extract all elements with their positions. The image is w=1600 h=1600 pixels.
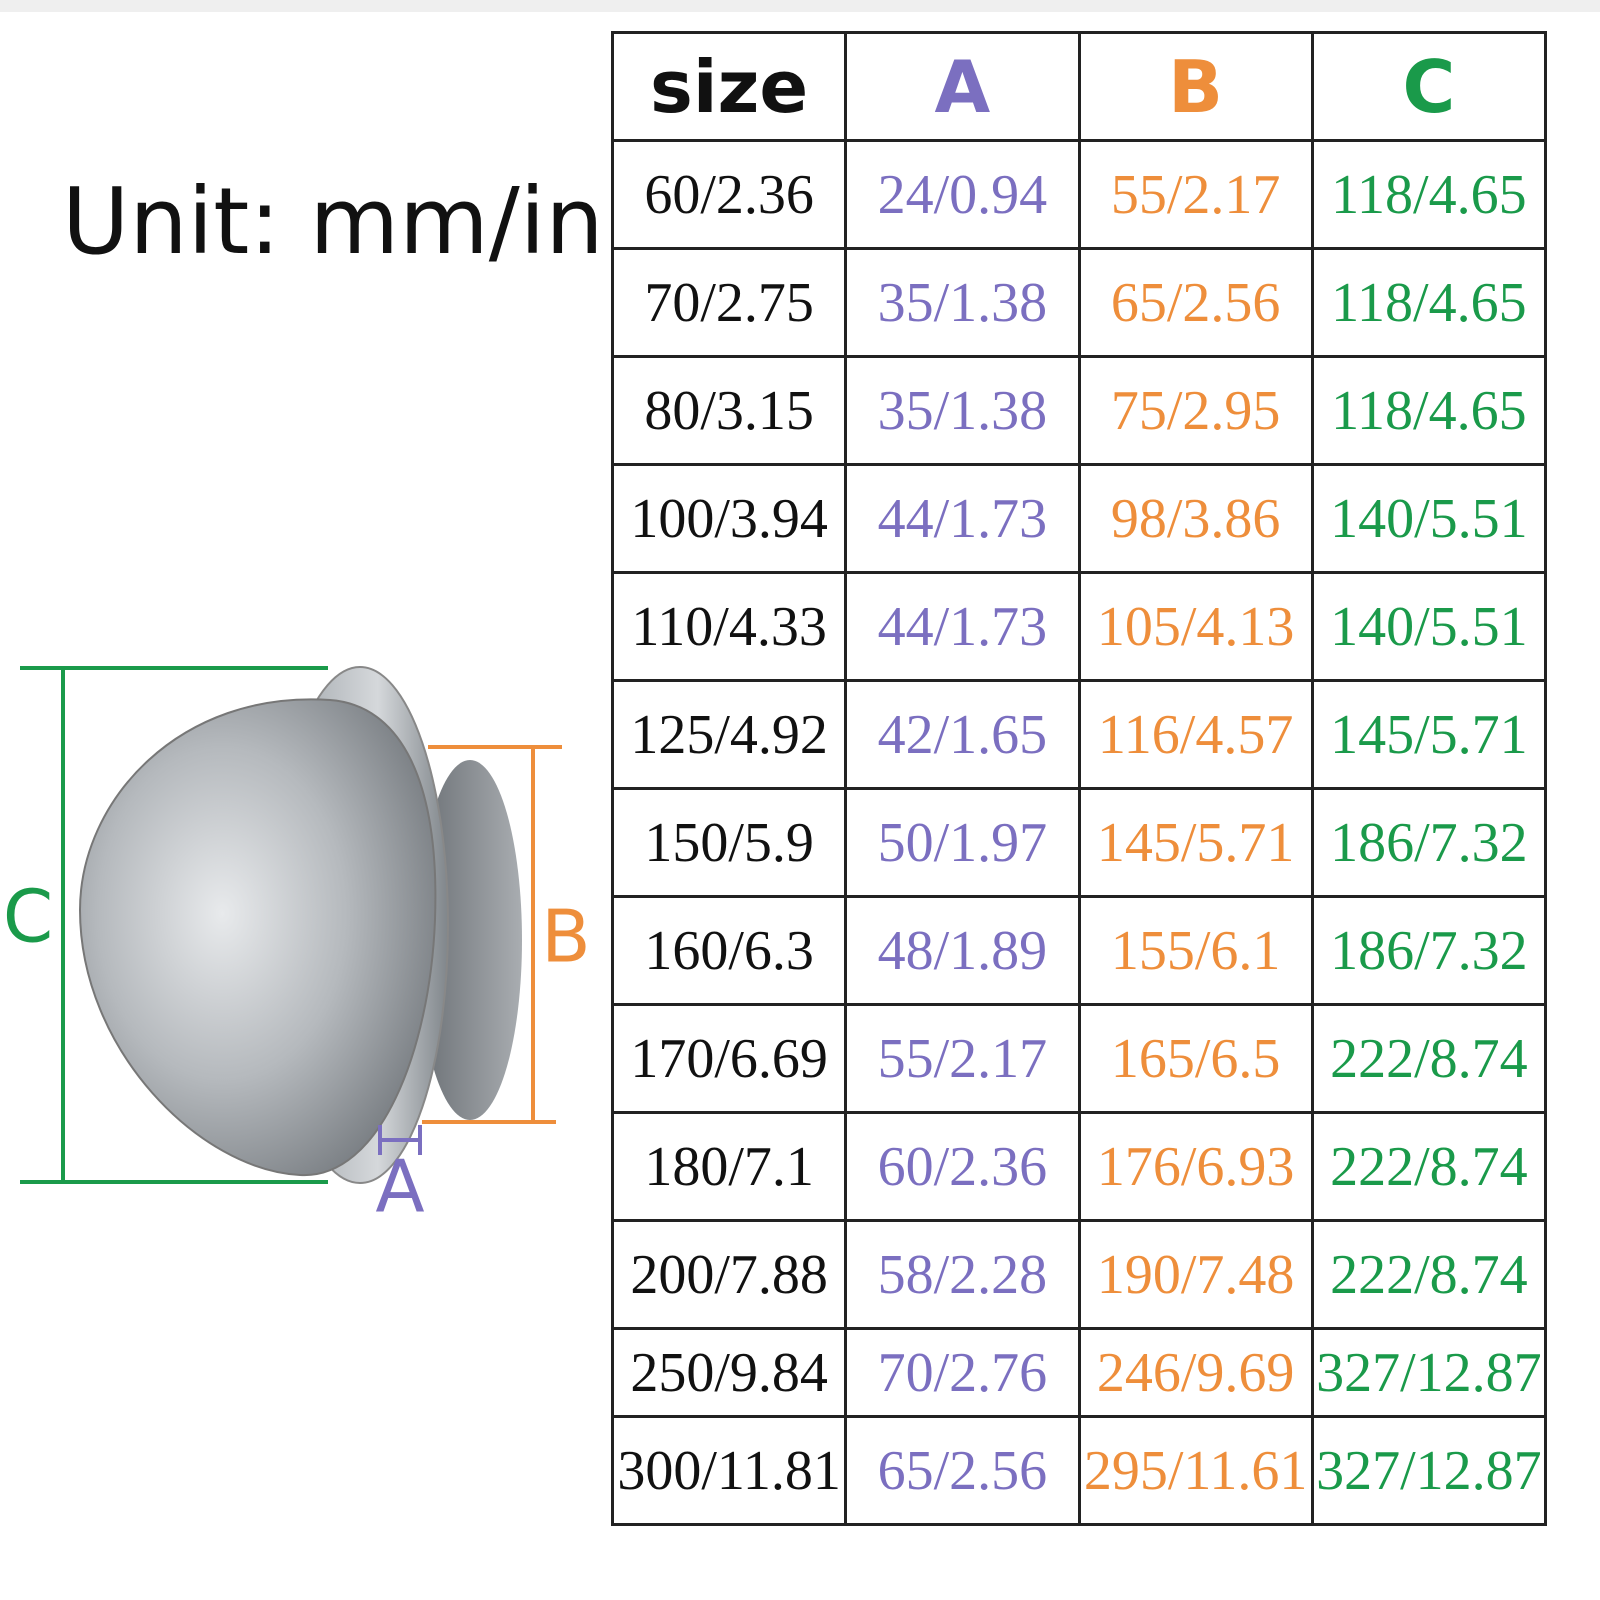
table-cell: 300/11.81 (610, 1415, 848, 1526)
table-cell: 44/1.73 (844, 463, 1081, 574)
dimension-label-c: C (3, 875, 53, 959)
table-row: 150/5.9 50/1.97 145/5.71 186/7.32 (610, 787, 1548, 898)
table-cell: 98/3.86 (1077, 463, 1314, 574)
dimension-a (378, 1125, 422, 1155)
dimension-c (20, 666, 328, 1184)
header-cell: size (610, 31, 848, 142)
table-row: 170/6.69 55/2.17 165/6.5 222/8.74 (610, 1003, 1548, 1114)
table-cell: 327/12.87 (1310, 1415, 1548, 1526)
table-cell: 75/2.95 (1077, 355, 1314, 466)
table-cell: 118/4.65 (1310, 355, 1548, 466)
table-cell: 200/7.88 (610, 1219, 848, 1330)
dimension-label-b: B (541, 895, 590, 979)
table-row: 200/7.88 58/2.28 190/7.48 222/8.74 (610, 1219, 1548, 1330)
table-row: 250/9.84 70/2.76 246/9.69 327/12.87 (610, 1327, 1548, 1418)
table-cell: 140/5.51 (1310, 463, 1548, 574)
table-cell: 327/12.87 (1310, 1327, 1548, 1418)
table-row: 160/6.3 48/1.89 155/6.1 186/7.32 (610, 895, 1548, 1006)
table-cell: 222/8.74 (1310, 1003, 1548, 1114)
table-row: 80/3.15 35/1.38 75/2.95 118/4.65 (610, 355, 1548, 466)
table-cell: 70/2.75 (610, 247, 848, 358)
header-cell: A (844, 31, 1081, 142)
table-cell: 65/2.56 (1077, 247, 1314, 358)
table-cell: 58/2.28 (844, 1219, 1081, 1330)
table-cell: 125/4.92 (610, 679, 848, 790)
table-cell: 176/6.93 (1077, 1111, 1314, 1222)
table-cell: 186/7.32 (1310, 787, 1548, 898)
table-cell: 105/4.13 (1077, 571, 1314, 682)
table-row: 110/4.33 44/1.73 105/4.13 140/5.51 (610, 571, 1548, 682)
header-cell: C (1310, 31, 1548, 142)
table-cell: 170/6.69 (610, 1003, 848, 1114)
table-cell: 100/3.94 (610, 463, 848, 574)
table-cell: 35/1.38 (844, 355, 1081, 466)
vent-cap (78, 666, 522, 1184)
table-cell: 155/6.1 (1077, 895, 1314, 1006)
table-cell: 116/4.57 (1077, 679, 1314, 790)
table-cell: 55/2.17 (1077, 139, 1314, 250)
table-cell: 295/11.61 (1077, 1415, 1314, 1526)
table-cell: 42/1.65 (844, 679, 1081, 790)
dimension-label-a: A (375, 1145, 424, 1229)
table-cell: 60/2.36 (610, 139, 848, 250)
top-bar (0, 0, 1600, 12)
table-cell: 145/5.71 (1310, 679, 1548, 790)
table-cell: 118/4.65 (1310, 139, 1548, 250)
table-cell: 60/2.36 (844, 1111, 1081, 1222)
table-cell: 35/1.38 (844, 247, 1081, 358)
table-cell: 160/6.3 (610, 895, 848, 1006)
table-cell: 165/6.5 (1077, 1003, 1314, 1114)
table-cell: 70/2.76 (844, 1327, 1081, 1418)
product-diagram: C B A (3, 666, 591, 1229)
table-cell: 80/3.15 (610, 355, 848, 466)
table-cell: 24/0.94 (844, 139, 1081, 250)
table-cell: 246/9.69 (1077, 1327, 1314, 1418)
table-cell: 186/7.32 (1310, 895, 1548, 1006)
table-cell: 222/8.74 (1310, 1111, 1548, 1222)
unit-label: Unit: mm/in (62, 168, 604, 275)
table-row: 125/4.92 42/1.65 116/4.57 145/5.71 (610, 679, 1548, 790)
table-cell: 150/5.9 (610, 787, 848, 898)
table-cell: 48/1.89 (844, 895, 1081, 1006)
table-cell: 50/1.97 (844, 787, 1081, 898)
table-cell: 65/2.56 (844, 1415, 1081, 1526)
table-cell: 140/5.51 (1310, 571, 1548, 682)
table-cell: 145/5.71 (1077, 787, 1314, 898)
table-cell: 180/7.1 (610, 1111, 848, 1222)
table-cell: 55/2.17 (844, 1003, 1081, 1114)
table-row: 70/2.75 35/1.38 65/2.56 118/4.65 (610, 247, 1548, 358)
table-row: 60/2.36 24/0.94 55/2.17 118/4.65 (610, 139, 1548, 250)
dimension-b (422, 745, 562, 1124)
table-cell: 118/4.65 (1310, 247, 1548, 358)
table-cell: 110/4.33 (610, 571, 848, 682)
table-cell: 190/7.48 (1077, 1219, 1314, 1330)
table-cell: 44/1.73 (844, 571, 1081, 682)
table-cell: 250/9.84 (610, 1327, 848, 1418)
header-row: size A B C (610, 31, 1548, 142)
size-table: size A B C 60/2.36 24/0.94 55/2.17 118/4.65 70/… (610, 31, 1548, 1526)
table-row: 300/11.81 65/2.56 295/11.61 327/12.87 (610, 1415, 1548, 1526)
header-cell: B (1077, 31, 1314, 142)
table-row: 180/7.1 60/2.36 176/6.93 222/8.74 (610, 1111, 1548, 1222)
table-row: 100/3.94 44/1.73 98/3.86 140/5.51 (610, 463, 1548, 574)
table-cell: 222/8.74 (1310, 1219, 1548, 1330)
